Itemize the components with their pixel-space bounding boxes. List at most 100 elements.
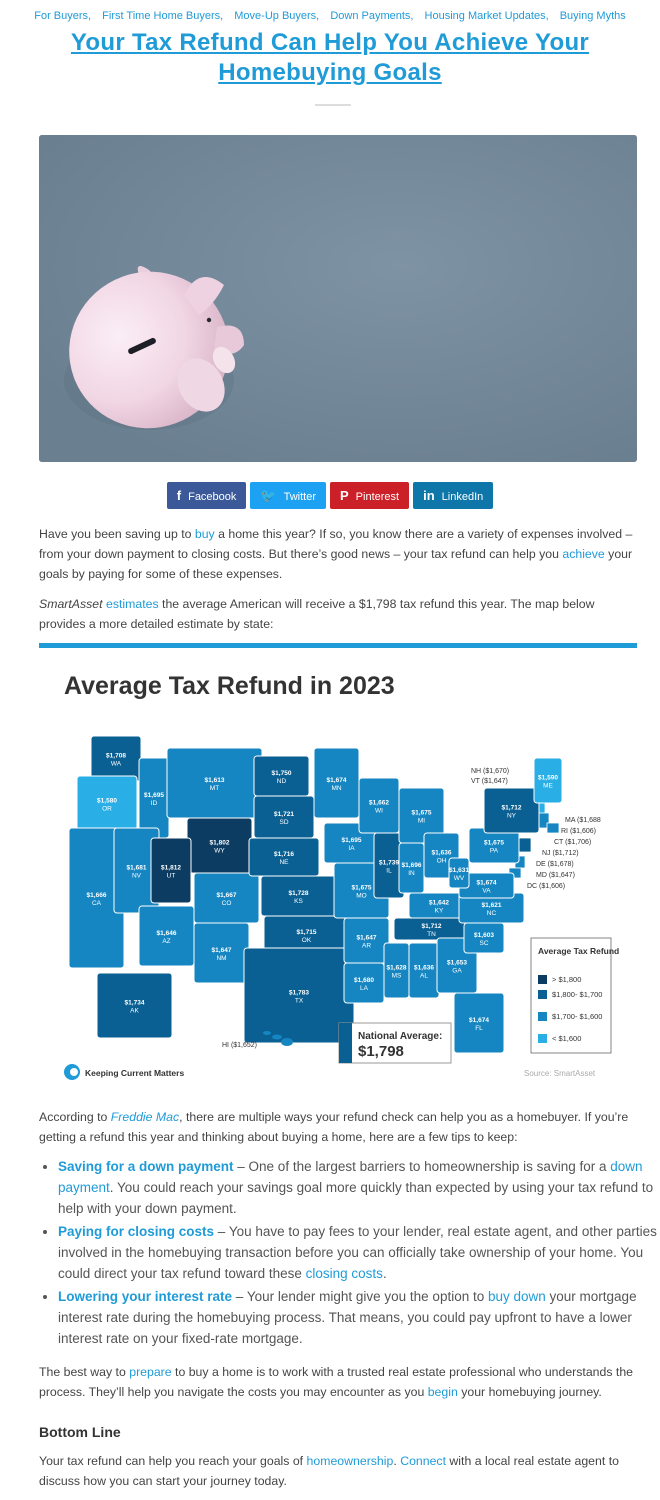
state-value-nc: $1,621	[482, 902, 502, 909]
pinterest-share-button[interactable]: P Pinterest	[330, 482, 410, 509]
state-value-ia: $1,695	[342, 837, 362, 844]
down-payment-link[interactable]: down payment	[58, 1159, 643, 1195]
legend-title: Average Tax Refund	[538, 946, 619, 956]
state-value-ar: $1,647	[357, 935, 377, 942]
state-abbr-nv: NV	[132, 873, 142, 880]
state-value-pa: $1,675	[484, 840, 504, 847]
state-value-va: $1,674	[477, 880, 497, 887]
state-abbr-ks: KS	[294, 898, 303, 905]
homeownership-link[interactable]: homeownership	[306, 1454, 394, 1468]
map-title: Average Tax Refund in 2023	[64, 672, 395, 700]
map-label-md: MD ($1,647)	[536, 872, 575, 879]
state-value-me: $1,590	[538, 775, 558, 782]
state-abbr-wv: WV	[454, 875, 465, 882]
state-me	[533, 757, 563, 804]
state-value-ga: $1,653	[447, 960, 467, 967]
state-value-id: $1,695	[144, 792, 164, 799]
state-value-nv: $1,681	[127, 865, 147, 872]
piggy-bank-illustration	[39, 135, 637, 462]
state-abbr-ms: MS	[392, 973, 402, 980]
category-link[interactable]: First Time Home Buyers,	[102, 10, 224, 22]
state-value-la: $1,680	[354, 977, 374, 984]
freddie-mac-link[interactable]: Freddie Mac	[110, 1110, 180, 1124]
twitter-share-button[interactable]: 🐦 Twitter	[250, 482, 326, 509]
state-value-mn: $1,674	[327, 777, 347, 784]
linkedin-share-button[interactable]: in LinkedIn	[413, 482, 494, 509]
freddie-mac-paragraph: According to Freddie Mac, there are mult…	[39, 1110, 629, 1144]
prepare-link[interactable]: prepare	[129, 1365, 172, 1379]
state-ak	[96, 972, 173, 1039]
state-ut	[150, 837, 192, 904]
category-link[interactable]: Move-Up Buyers,	[234, 10, 320, 22]
category-link[interactable]: For Buyers,	[34, 10, 92, 22]
state-value-ks: $1,728	[289, 890, 309, 897]
state-value-ca: $1,666	[87, 892, 107, 899]
state-value-co: $1,667	[217, 892, 237, 899]
map-label-nj: NJ ($1,712)	[542, 850, 579, 857]
map-label-ct: CT ($1,706)	[554, 839, 591, 846]
category-link[interactable]: Down Payments,	[330, 10, 414, 22]
state-fl	[453, 992, 505, 1054]
state-abbr-me: ME	[543, 783, 553, 790]
tip-title: Lowering your interest rate	[58, 1289, 233, 1304]
state-value-oh: $1,636	[432, 850, 452, 857]
share-bar: f Facebook 🐦 Twitter P Pinterest in LinkedIn	[0, 482, 660, 509]
state-abbr-co: CO	[222, 900, 232, 907]
state-abbr-oh: OH	[437, 858, 447, 865]
state-abbr-ut: UT	[167, 873, 176, 880]
tip-title: Paying for closing costs	[58, 1224, 215, 1239]
connect-link[interactable]: Connect	[400, 1454, 446, 1468]
legend-item-1: > $1,800	[552, 975, 581, 984]
state-abbr-sc: SC	[479, 940, 488, 947]
state-value-mo: $1,675	[352, 885, 372, 892]
state-value-ms: $1,628	[387, 965, 407, 972]
facebook-share-button[interactable]: f Facebook	[166, 482, 247, 509]
buy-down-link[interactable]: buy down	[487, 1289, 546, 1304]
state-abbr-ky: KY	[435, 908, 444, 915]
tip-item: Lowering your interest rate – Your lende…	[58, 1286, 658, 1349]
bottom-line-heading: Bottom Line	[39, 1424, 121, 1440]
state-abbr-mi: MI	[418, 818, 425, 825]
category-link[interactable]: Housing Market Updates,	[424, 10, 549, 22]
estimates-link[interactable]: estimates	[105, 597, 159, 611]
twitter-icon: 🐦	[260, 488, 277, 503]
state-abbr-pa: PA	[490, 848, 499, 855]
state-abbr-ne: NE	[279, 859, 289, 866]
state-abbr-ca: CA	[92, 900, 102, 907]
national-average-label: National Average:	[358, 1031, 442, 1042]
state-value-wi: $1,662	[369, 800, 389, 807]
state-abbr-va: VA	[482, 888, 491, 895]
state-value-nm: $1,647	[212, 947, 232, 954]
state-abbr-wi: WI	[375, 808, 383, 815]
buy-link[interactable]: buy	[194, 527, 215, 541]
state-abbr-mo: MO	[356, 893, 366, 900]
state-abbr-fl: FL	[475, 1025, 483, 1032]
state-abbr-sd: SD	[279, 819, 288, 826]
tip-title: Saving for a down payment	[58, 1159, 234, 1174]
closing-costs-link[interactable]: closing costs	[305, 1266, 383, 1281]
state-abbr-mn: MN	[331, 785, 341, 792]
state-abbr-ia: IA	[348, 845, 355, 852]
map-label-de: DE ($1,678)	[536, 861, 574, 868]
state-value-il: $1,739	[379, 860, 399, 867]
state-value-fl: $1,674	[469, 1017, 489, 1024]
map-label-vt: VT ($1,647)	[471, 778, 508, 785]
facebook-icon: f	[176, 488, 182, 503]
national-average-value: $1,798	[358, 1043, 404, 1060]
state-value-ny: $1,712	[502, 805, 522, 812]
state-abbr-mt: MT	[210, 785, 219, 792]
page-title[interactable]: Your Tax Refund Can Help You Achieve You…	[70, 29, 590, 86]
state-value-or: $1,580	[97, 798, 117, 805]
state-abbr-tn: TN	[427, 931, 436, 938]
category-link[interactable]: Buying Myths	[559, 10, 626, 22]
hero-image	[39, 135, 637, 462]
map-label-ma: MA ($1,688	[565, 817, 601, 824]
state-value-sd: $1,721	[274, 811, 294, 818]
state-value-ok: $1,715	[297, 929, 317, 936]
state-abbr-al: AL	[420, 973, 428, 980]
state-wv	[448, 857, 470, 889]
begin-link[interactable]: begin	[427, 1385, 458, 1399]
state-value-ak: $1,734	[125, 1000, 145, 1007]
achieve-link[interactable]: achieve	[562, 547, 605, 561]
